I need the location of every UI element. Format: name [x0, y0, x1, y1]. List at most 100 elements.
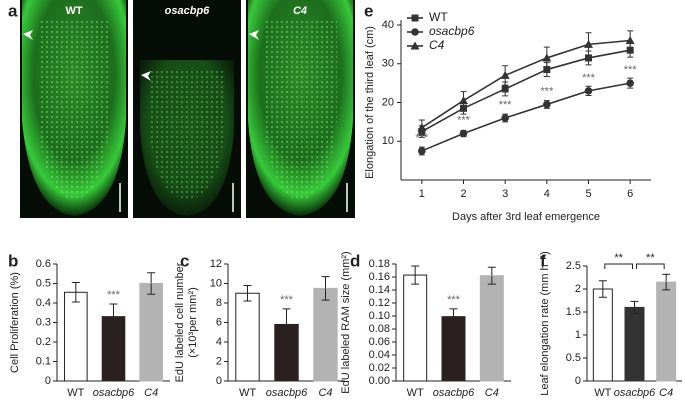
y-tick-label: 2.5	[566, 260, 581, 272]
legend-label: C4	[429, 38, 445, 52]
bar	[235, 292, 260, 382]
error-bar	[598, 280, 607, 289]
x-tick-label: C4	[485, 387, 499, 399]
y-tick-label: 40	[382, 19, 394, 31]
series-line	[421, 49, 631, 133]
significance: **	[646, 252, 655, 264]
panel-letter: a	[8, 1, 18, 20]
error-bar	[411, 265, 420, 276]
error-bar	[321, 276, 330, 289]
y-tick-label: 0.00	[369, 375, 390, 387]
marker	[501, 85, 509, 93]
y-tick-label: 0.6	[36, 258, 51, 270]
y-tick-label: 20	[382, 96, 394, 108]
y-tick-label: 0.4	[36, 297, 51, 309]
y-tick-label: 10	[382, 135, 394, 147]
marker	[625, 36, 635, 44]
panel-letter: b	[8, 251, 18, 270]
marker	[500, 70, 510, 79]
bar	[441, 316, 466, 382]
y-tick-label: 0.04	[369, 349, 390, 361]
panel-letter: f	[540, 251, 546, 270]
bracket	[604, 263, 633, 269]
bar	[479, 275, 504, 382]
significance: ***	[499, 99, 513, 111]
legend-label: WT	[429, 10, 448, 24]
x-tick-label: osacbp6	[614, 387, 656, 399]
y-tick-label: 0.06	[369, 336, 390, 348]
x-tick-label: 6	[627, 188, 633, 200]
image-label: osacbp6	[165, 5, 211, 17]
bar	[403, 274, 428, 382]
error-bar-lower	[598, 289, 607, 298]
y-tick-label: 0.02	[369, 362, 390, 374]
x-tick-label: osacbp6	[433, 387, 475, 399]
significance: ***	[415, 132, 429, 144]
x-tick-label: osacbp6	[266, 387, 308, 399]
marker	[501, 114, 509, 122]
marker	[417, 123, 427, 132]
y-tick-label: 6	[216, 316, 222, 328]
bar	[592, 288, 613, 382]
significance: ***	[107, 289, 121, 301]
error-bar-lower	[243, 293, 252, 302]
y-tick-label: 2	[575, 283, 581, 295]
y-axis-label: Cell Proliferation (%)	[9, 272, 21, 373]
error-bar	[487, 266, 496, 276]
legend-marker	[410, 41, 420, 50]
x-tick-label: osacbp6	[93, 387, 135, 399]
marker	[459, 129, 468, 138]
x-tick-label: C4	[659, 387, 673, 399]
y-tick-label: 10	[210, 277, 222, 289]
legend-marker	[411, 14, 419, 22]
y-tick-label: 0.5	[566, 352, 581, 364]
x-tick-label: C4	[318, 387, 332, 399]
panel-letter: c	[180, 251, 189, 270]
error-bar-lower	[487, 275, 496, 285]
bar	[64, 291, 88, 382]
y-tick-label: 0.2	[36, 336, 51, 348]
x-tick-label: WT	[239, 387, 256, 399]
y-tick-label: 0.18	[369, 258, 390, 270]
y-tick-label: 8	[216, 297, 222, 309]
significance: **	[614, 252, 623, 264]
x-tick-label: 2	[460, 188, 466, 200]
y-axis-label: EdU labeled cell number	[174, 262, 186, 382]
y-tick-label: 0.3	[36, 316, 51, 328]
error-bar	[109, 303, 118, 317]
significance: ***	[540, 85, 554, 97]
y-tick-label: 2	[216, 355, 222, 367]
marker	[626, 79, 634, 87]
marker	[543, 100, 551, 109]
error-bar	[449, 308, 458, 317]
y-tick-label: 0.12	[369, 297, 390, 309]
y-tick-label: 0.5	[36, 277, 51, 289]
x-tick-label: 1	[419, 188, 425, 200]
significance: ***	[280, 294, 294, 306]
bar	[139, 283, 163, 382]
error-bar-lower	[282, 324, 291, 341]
marker	[418, 147, 426, 155]
y-tick-label: 0.08	[369, 323, 390, 335]
y-tick-label: 0.10	[369, 310, 390, 322]
error-bar	[630, 300, 639, 308]
error-bar	[662, 273, 671, 283]
y-axis-label: Leaf elongation rate (mm h⁻¹)	[539, 251, 551, 396]
y-axis-label: Elongation of the third leaf (cm)	[364, 26, 376, 179]
error-bar	[282, 308, 291, 325]
significance: ***	[457, 114, 471, 126]
y-tick-label: 1.5	[566, 306, 581, 318]
error-bar-lower	[147, 283, 156, 295]
panel-letter: d	[350, 251, 360, 270]
error-bar-lower	[321, 288, 330, 301]
x-tick-label: WT	[67, 387, 84, 399]
y-tick-label: 0	[216, 375, 222, 387]
significance: ***	[624, 64, 638, 76]
y-tick-label: 30	[382, 58, 394, 70]
y-tick-label: 0.1	[36, 355, 51, 367]
x-tick-label: 3	[502, 188, 508, 200]
error-bar	[71, 282, 80, 293]
series-line	[421, 82, 631, 152]
error-bar-lower	[449, 316, 458, 325]
